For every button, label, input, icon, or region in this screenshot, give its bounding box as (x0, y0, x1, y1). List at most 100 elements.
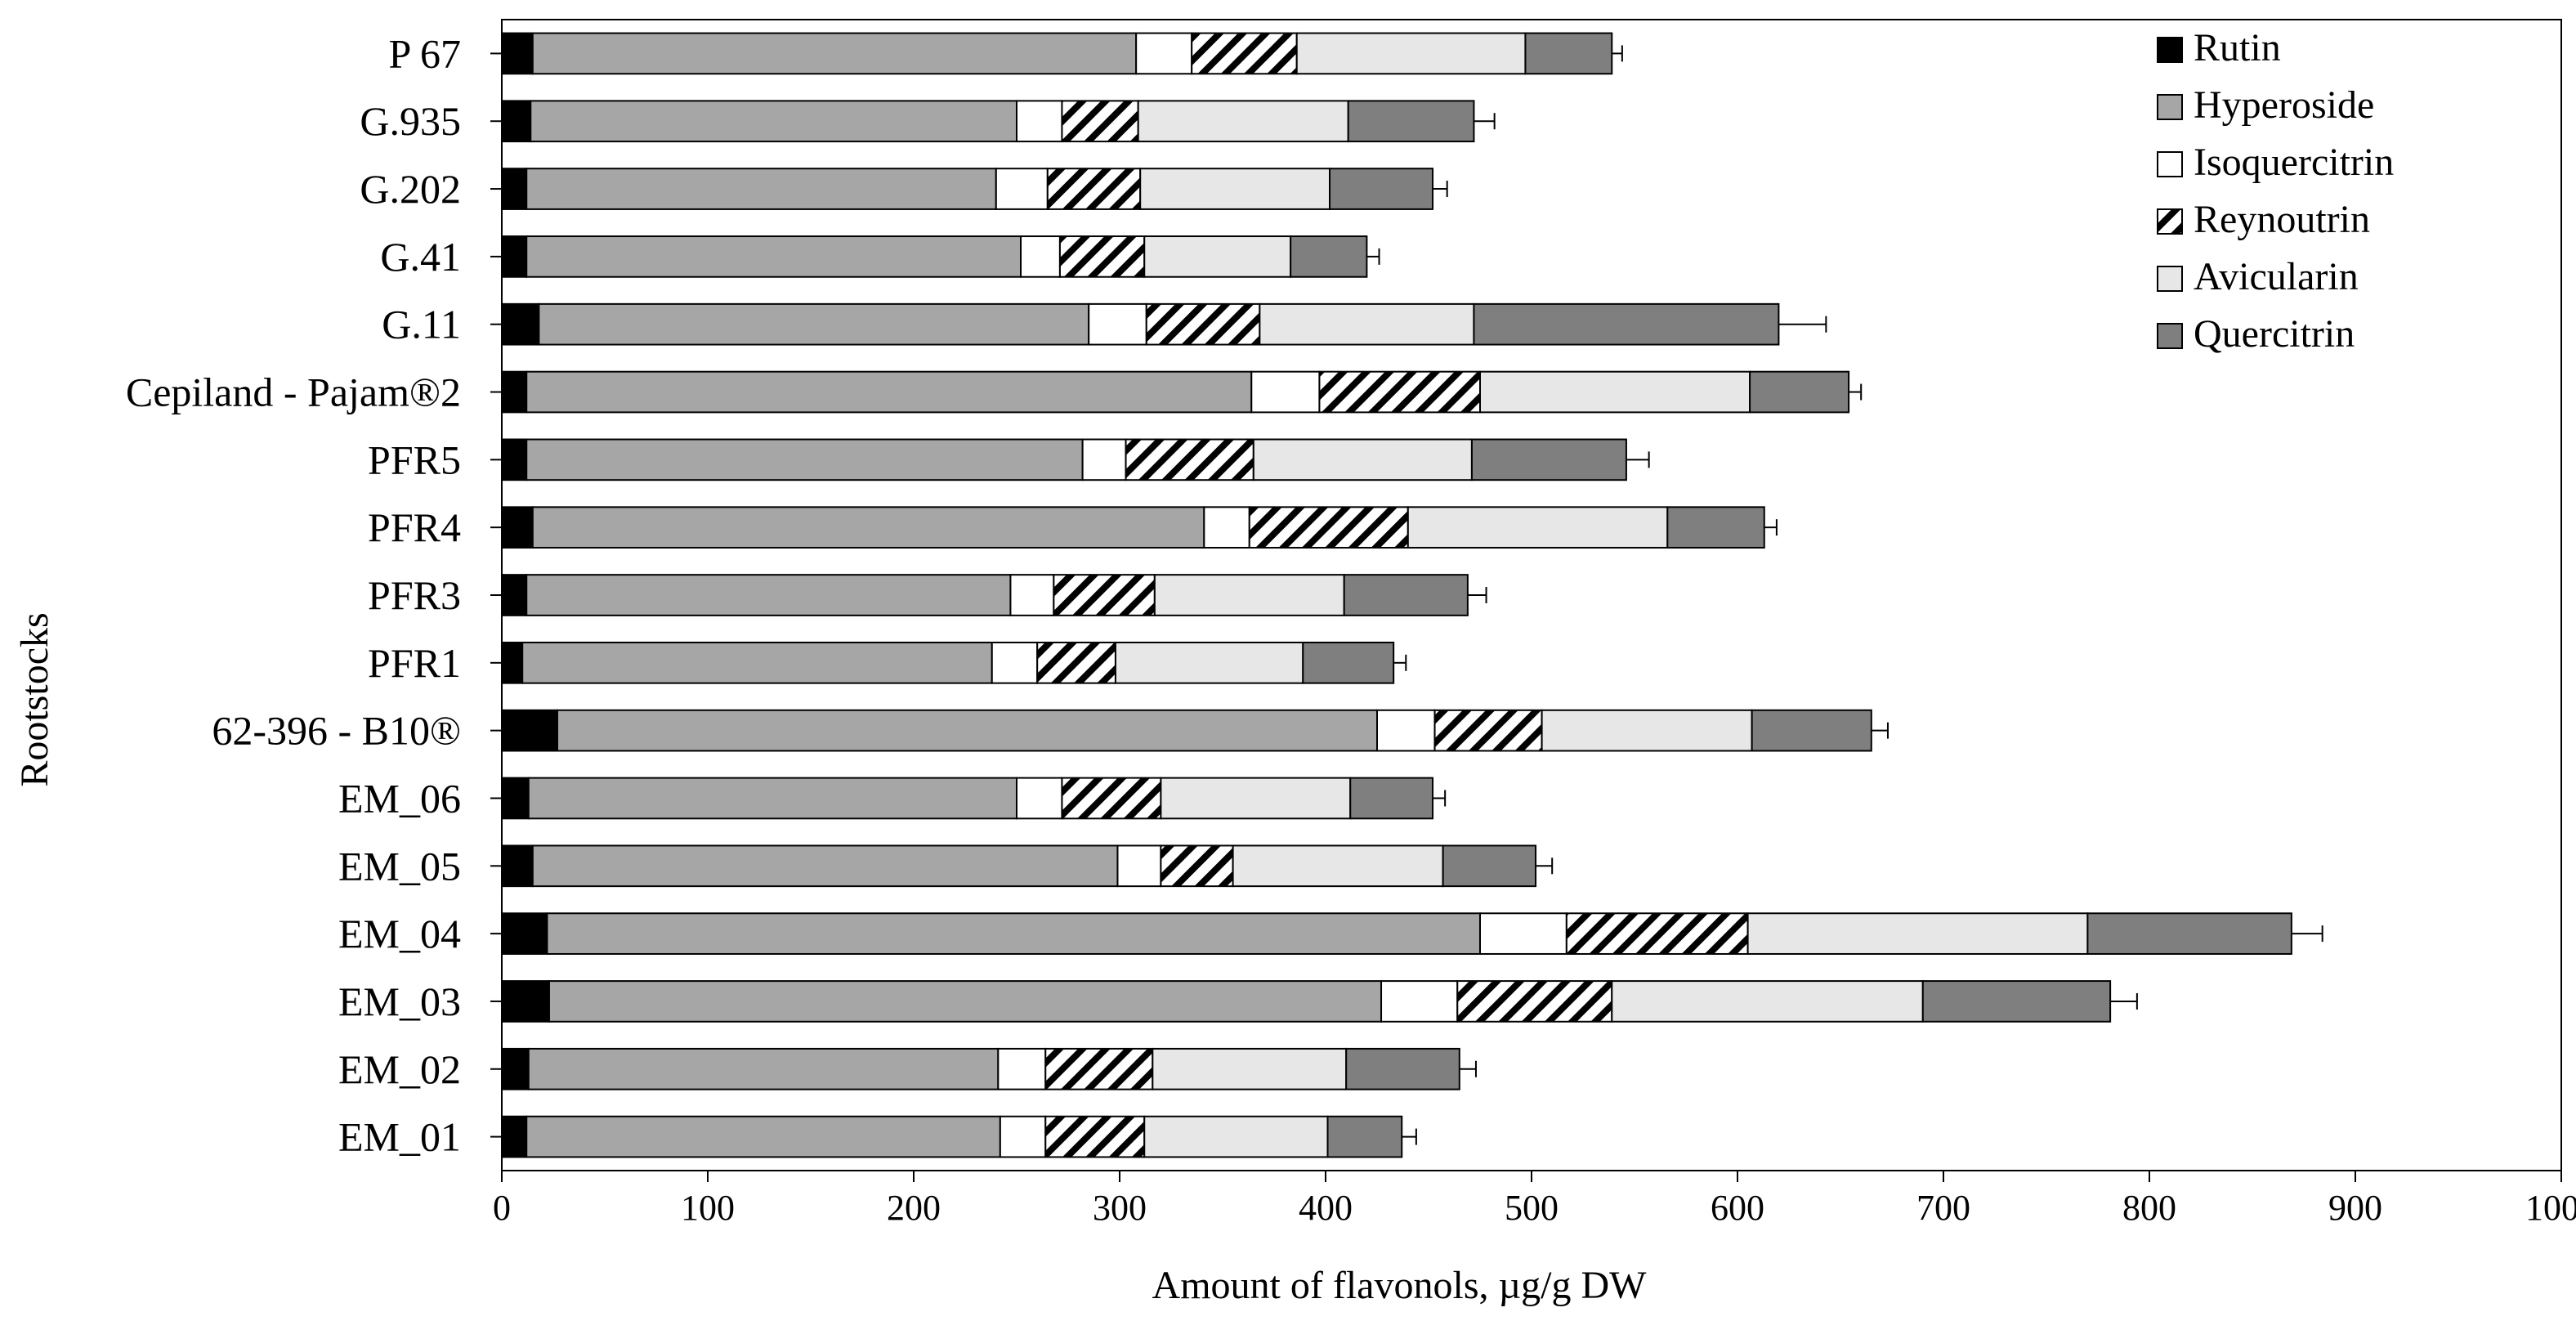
bar-segment-avicularin (1259, 302, 1475, 346)
bar-segment-avicularin (1407, 506, 1669, 549)
x-axis-title: Amount of flavonols, µg/g DW (1152, 1264, 1648, 1307)
bar-segment-quercitrin (1470, 438, 1627, 481)
y-category-label: G.935 (360, 98, 461, 144)
bar-segment-rutin (501, 370, 528, 414)
bar-segment-reynoutrin (1160, 844, 1234, 888)
bar-segment-avicularin (1295, 32, 1527, 75)
bar-segment-isoquercitrin (1081, 438, 1127, 481)
bar-segment-rutin (501, 100, 532, 143)
bar-segment-avicularin (1153, 574, 1345, 616)
bar-segment-quercitrin (1666, 506, 1765, 549)
bar-segment-isoquercitrin (1380, 980, 1459, 1023)
bar-segment-reynoutrin (1248, 506, 1409, 549)
bar-segment-hyperoside (525, 1115, 1001, 1158)
legend-label-avicularin: Avicularin (2194, 255, 2359, 298)
bar-segment-hyperoside (525, 438, 1084, 481)
bar-segment-avicularin (1611, 980, 1924, 1023)
bar-segment-rutin (501, 235, 528, 278)
y-category-label: 62-396 - B10® (212, 708, 461, 754)
bar-segment-rutin (501, 168, 528, 210)
bar-segment-hyperoside (538, 302, 1090, 346)
bar-segment-hyperoside (531, 506, 1205, 549)
bar-segment-quercitrin (2086, 912, 2292, 955)
bar-segment-rutin (501, 1115, 528, 1158)
bar-segment-hyperoside (531, 32, 1138, 75)
y-category-label: EM_02 (338, 1046, 461, 1092)
bar-segment-avicularin (1143, 235, 1292, 278)
y-category-label: Cepiland - Pajam®2 (126, 369, 461, 415)
bar-segment-quercitrin (1343, 574, 1469, 616)
bar-segment-hyperoside (525, 168, 997, 210)
bar-segment-rutin (501, 912, 548, 955)
bar-segment-isoquercitrin (1016, 100, 1063, 143)
bar-segment-isoquercitrin (1250, 370, 1321, 414)
bar-segment-reynoutrin (1036, 641, 1116, 684)
bar-segment-hyperoside (531, 844, 1119, 888)
bar-segment-isoquercitrin (1009, 574, 1055, 616)
y-category-label: G.11 (382, 302, 461, 347)
bar-segment-rutin (501, 777, 530, 820)
bar-segment-rutin (501, 641, 524, 684)
bar-segment-reynoutrin (1046, 168, 1142, 210)
x-tick-label: 900 (2328, 1188, 2382, 1228)
bar-segment-reynoutrin (1058, 235, 1146, 278)
x-tick-label: 600 (1711, 1188, 1764, 1228)
bar-segment-reynoutrin (1044, 1047, 1154, 1090)
bar-segment-rutin (501, 844, 534, 888)
axes-layer: 0 100 200 300 400 500 600 700 800 900 1000 P 67 G.93… (126, 19, 2576, 1228)
y-category-label: G.202 (360, 166, 461, 212)
bar-segment-isoquercitrin (1135, 32, 1193, 75)
bar-segment-rutin (501, 1047, 530, 1090)
bar-segment-reynoutrin (1125, 438, 1254, 481)
bar-segment-hyperoside (546, 912, 1482, 955)
legend-swatch-isoquercitrin (2157, 151, 2183, 177)
bar-segment-rutin (501, 506, 534, 549)
y-category-label: G.41 (380, 234, 461, 280)
x-tick-label: 0 (493, 1188, 511, 1228)
y-category-label: EM_04 (338, 911, 461, 956)
bar-segment-avicularin (1232, 844, 1444, 888)
bar-segment-avicularin (1114, 641, 1304, 684)
bar-segment-isoquercitrin (999, 1115, 1047, 1158)
bar-segment-reynoutrin (1145, 302, 1261, 346)
bar-segment-quercitrin (1326, 1115, 1403, 1158)
legend-label-reynoutrin: Reynoutrin (2194, 198, 2370, 241)
bars-layer (501, 32, 2323, 1158)
bar-segment-avicularin (1152, 1047, 1348, 1090)
bar-segment-rutin (501, 980, 550, 1023)
bar-segment-rutin (501, 32, 534, 75)
bar-segment-isoquercitrin (997, 1047, 1047, 1090)
bar-segment-reynoutrin (1318, 370, 1481, 414)
bar-segment-quercitrin (1749, 370, 1850, 414)
bar-segment-hyperoside (525, 370, 1253, 414)
legend-swatch-hyperoside (2157, 94, 2183, 120)
bar-segment-reynoutrin (1456, 980, 1613, 1023)
bar-segment-quercitrin (1345, 1047, 1460, 1090)
bar-segment-quercitrin (1347, 100, 1475, 143)
y-category-label: EM_06 (338, 775, 461, 821)
x-tick-label: 200 (887, 1188, 941, 1228)
bar-segment-isoquercitrin (991, 641, 1039, 684)
bar-segment-hyperoside (525, 235, 1022, 278)
y-category-label: PFR1 (368, 640, 461, 686)
bar-segment-quercitrin (1290, 235, 1368, 278)
bar-segment-isoquercitrin (1088, 302, 1147, 346)
bar-segment-quercitrin (1751, 709, 1872, 752)
bar-segment-quercitrin (1921, 980, 2112, 1023)
bar-segment-avicularin (1139, 168, 1331, 210)
x-tick-label: 400 (1299, 1188, 1353, 1228)
bar-segment-quercitrin (1442, 844, 1537, 888)
bar-segment-reynoutrin (1565, 912, 1749, 955)
bar-segment-rutin (501, 302, 540, 346)
bar-segment-quercitrin (1473, 302, 1780, 346)
bar-segment-rutin (501, 709, 559, 752)
y-category-label: EM_05 (338, 843, 461, 889)
legend-swatch-avicularin (2157, 266, 2183, 292)
legend-label-hyperoside: Hyperoside (2194, 83, 2374, 127)
bar-segment-rutin (501, 574, 528, 616)
legend-swatch-rutin (2157, 37, 2183, 63)
bar-segment-isoquercitrin (1020, 235, 1061, 278)
bar-segment-reynoutrin (1044, 1115, 1146, 1158)
bar-segment-avicularin (1160, 777, 1352, 820)
